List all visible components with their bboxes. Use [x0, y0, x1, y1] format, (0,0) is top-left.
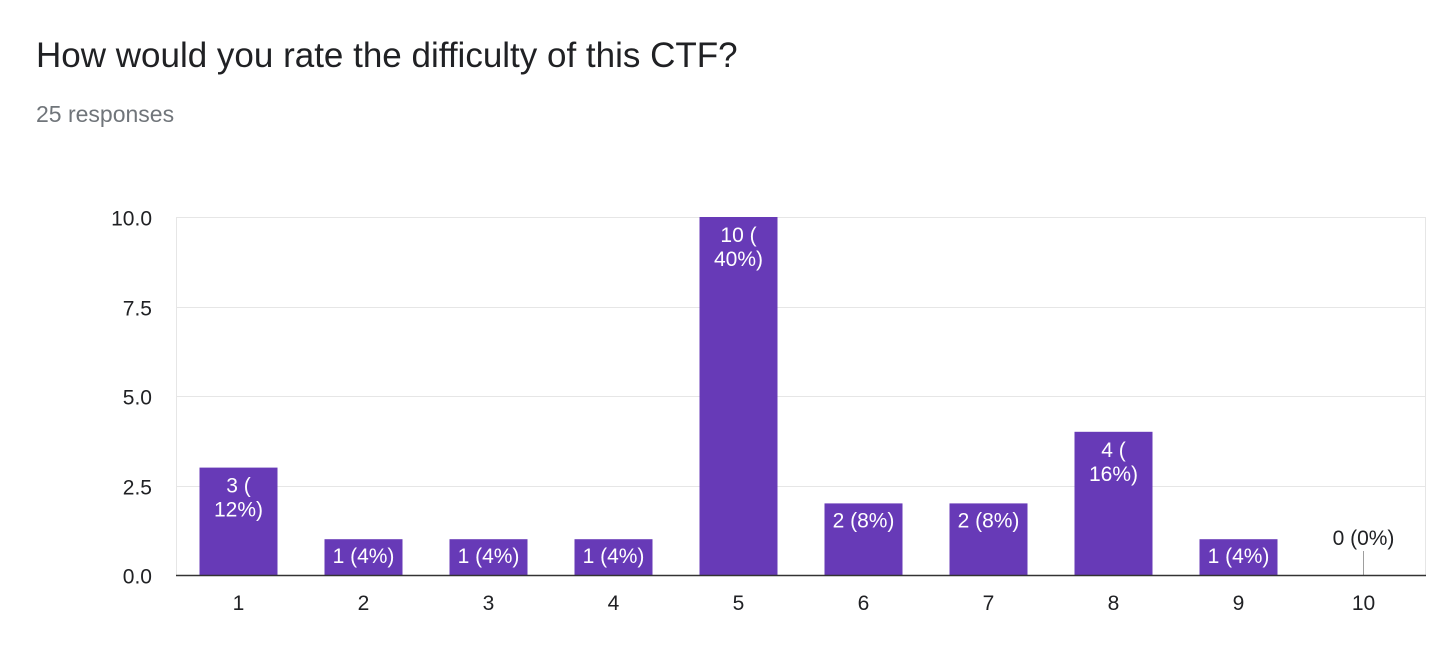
x-tick-label: 10: [1352, 592, 1375, 615]
bar-data-label: 3 (12%): [214, 475, 263, 522]
bar-data-label: 1 (4%): [333, 545, 395, 568]
bar[interactable]: [824, 503, 903, 575]
bar[interactable]: [574, 539, 653, 575]
bar[interactable]: [199, 467, 278, 575]
x-tick-label: 2: [358, 592, 370, 615]
bar[interactable]: [699, 217, 778, 575]
x-tick-label: 8: [1108, 592, 1120, 615]
y-tick-label: 0.0: [123, 566, 152, 589]
data-labels: 3 (12%) 1 (4%) 1 (4%) 1 (4%) 10 (40%) 2 (8%) 2…: [214, 224, 1394, 568]
bar-data-label: 1 (4%): [1208, 545, 1270, 568]
x-tick-label: 4: [608, 592, 620, 615]
bars: [199, 217, 1364, 575]
x-tick-label: 6: [858, 592, 870, 615]
bar-data-label: 1 (4%): [458, 545, 520, 568]
response-count: 25 responses: [36, 101, 175, 127]
bar-data-label: 0 (0%): [1333, 527, 1395, 550]
x-tick-label: 9: [1233, 592, 1245, 615]
bar[interactable]: [1074, 431, 1153, 575]
bar[interactable]: [1199, 539, 1278, 575]
bar-data-label: 1 (4%): [583, 545, 645, 568]
x-tick-label: 5: [733, 592, 745, 615]
axes: 0.0 2.5 5.0 7.5 10.0 1 2 3 4 5 6 7 8 9 10: [111, 208, 1426, 615]
bar[interactable]: [449, 539, 528, 575]
bar-data-label: 4 (16%): [1089, 439, 1138, 486]
y-tick-label: 7.5: [123, 298, 152, 321]
question-title: How would you rate the difficulty of thi…: [36, 36, 738, 75]
bar-data-label: 10 (40%): [714, 224, 763, 271]
y-tick-label: 10.0: [111, 208, 152, 231]
bar[interactable]: [324, 539, 403, 575]
x-tick-label: 1: [233, 592, 245, 615]
bar-data-label: 2 (8%): [833, 509, 895, 532]
y-tick-label: 5.0: [123, 387, 152, 410]
bar[interactable]: [949, 503, 1028, 575]
x-tick-label: 7: [983, 592, 995, 615]
bar-data-label: 2 (8%): [958, 509, 1020, 532]
x-tick-label: 3: [483, 592, 495, 615]
grid-lines: [176, 217, 1426, 575]
y-tick-label: 2.5: [123, 477, 152, 500]
